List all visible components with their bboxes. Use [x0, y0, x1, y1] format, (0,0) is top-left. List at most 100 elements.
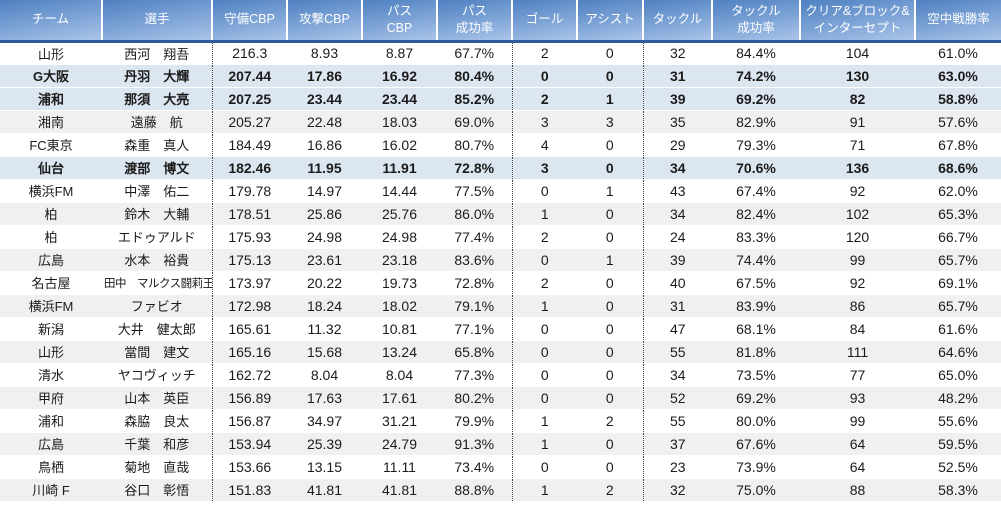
- cell-pass_rate[interactable]: 86.0%: [437, 202, 513, 226]
- cell-clear_block[interactable]: 86: [800, 294, 915, 318]
- cell-clear_block[interactable]: 64: [800, 432, 915, 456]
- cell-goals[interactable]: 1: [512, 202, 577, 226]
- cell-goals[interactable]: 3: [512, 110, 577, 134]
- cell-pass_cbp[interactable]: 17.61: [362, 386, 437, 410]
- cell-tackle_rate[interactable]: 68.1%: [712, 317, 800, 341]
- cell-assists[interactable]: 2: [577, 478, 644, 502]
- cell-aerial_rate[interactable]: 58.8%: [915, 87, 1001, 111]
- cell-pass_cbp[interactable]: 11.91: [362, 156, 437, 180]
- cell-atk_cbp[interactable]: 8.93: [287, 41, 362, 65]
- cell-goals[interactable]: 0: [512, 248, 577, 272]
- cell-atk_cbp[interactable]: 20.22: [287, 271, 362, 295]
- cell-pass_rate[interactable]: 72.8%: [437, 271, 513, 295]
- cell-tackles[interactable]: 37: [643, 432, 712, 456]
- cell-def_cbp[interactable]: 162.72: [212, 363, 287, 387]
- cell-assists[interactable]: 0: [577, 202, 644, 226]
- cell-def_cbp[interactable]: 178.51: [212, 202, 287, 226]
- cell-atk_cbp[interactable]: 23.61: [287, 248, 362, 272]
- cell-tackle_rate[interactable]: 67.5%: [712, 271, 800, 295]
- cell-clear_block[interactable]: 111: [800, 340, 915, 364]
- cell-goals[interactable]: 1: [512, 409, 577, 433]
- cell-player[interactable]: 渡部 博文: [102, 156, 213, 180]
- cell-clear_block[interactable]: 92: [800, 271, 915, 295]
- cell-player[interactable]: 大井 健太郎: [102, 317, 213, 341]
- cell-tackles[interactable]: 24: [643, 225, 712, 249]
- cell-pass_rate[interactable]: 77.5%: [437, 179, 513, 203]
- cell-assists[interactable]: 0: [577, 386, 644, 410]
- cell-pass_cbp[interactable]: 23.44: [362, 87, 437, 111]
- column-header-goals[interactable]: ゴール: [511, 0, 577, 43]
- column-header-tackle_rate[interactable]: タックル 成功率: [711, 0, 800, 43]
- cell-tackle_rate[interactable]: 69.2%: [712, 386, 800, 410]
- cell-player[interactable]: 中澤 佑二: [102, 179, 213, 203]
- column-header-player[interactable]: 選手: [101, 0, 212, 43]
- column-header-def_cbp[interactable]: 守備CBP: [211, 0, 287, 43]
- cell-atk_cbp[interactable]: 15.68: [287, 340, 362, 364]
- cell-assists[interactable]: 0: [577, 294, 644, 318]
- cell-tackles[interactable]: 29: [643, 133, 712, 157]
- cell-atk_cbp[interactable]: 11.32: [287, 317, 362, 341]
- cell-clear_block[interactable]: 102: [800, 202, 915, 226]
- column-header-pass_rate[interactable]: パス 成功率: [436, 0, 512, 43]
- cell-team[interactable]: FC東京: [0, 133, 102, 157]
- cell-assists[interactable]: 0: [577, 41, 644, 65]
- cell-team[interactable]: 横浜FM: [0, 179, 102, 203]
- cell-aerial_rate[interactable]: 61.0%: [915, 41, 1001, 65]
- cell-clear_block[interactable]: 91: [800, 110, 915, 134]
- cell-atk_cbp[interactable]: 34.97: [287, 409, 362, 433]
- cell-atk_cbp[interactable]: 23.44: [287, 87, 362, 111]
- cell-pass_rate[interactable]: 80.2%: [437, 386, 513, 410]
- cell-player[interactable]: 菊地 直哉: [102, 455, 213, 479]
- cell-goals[interactable]: 0: [512, 340, 577, 364]
- cell-clear_block[interactable]: 99: [800, 409, 915, 433]
- cell-atk_cbp[interactable]: 24.98: [287, 225, 362, 249]
- cell-aerial_rate[interactable]: 59.5%: [915, 432, 1001, 456]
- cell-def_cbp[interactable]: 182.46: [212, 156, 287, 180]
- cell-team[interactable]: 川崎 F: [0, 478, 102, 502]
- cell-player[interactable]: 遠藤 航: [102, 110, 213, 134]
- column-header-team[interactable]: チーム: [0, 0, 102, 43]
- cell-pass_rate[interactable]: 77.1%: [437, 317, 513, 341]
- cell-aerial_rate[interactable]: 65.3%: [915, 202, 1001, 226]
- cell-clear_block[interactable]: 104: [800, 41, 915, 65]
- cell-atk_cbp[interactable]: 41.81: [287, 478, 362, 502]
- cell-team[interactable]: 柏: [0, 202, 102, 226]
- cell-tackles[interactable]: 34: [643, 202, 712, 226]
- cell-tackle_rate[interactable]: 74.2%: [712, 64, 800, 88]
- cell-pass_rate[interactable]: 77.3%: [437, 363, 513, 387]
- cell-pass_cbp[interactable]: 11.11: [362, 455, 437, 479]
- cell-aerial_rate[interactable]: 65.0%: [915, 363, 1001, 387]
- cell-tackle_rate[interactable]: 74.4%: [712, 248, 800, 272]
- cell-assists[interactable]: 0: [577, 156, 644, 180]
- cell-team[interactable]: 清水: [0, 363, 102, 387]
- cell-def_cbp[interactable]: 153.66: [212, 455, 287, 479]
- cell-pass_rate[interactable]: 67.7%: [437, 41, 513, 65]
- cell-player[interactable]: エドゥアルド: [102, 225, 213, 249]
- cell-tackle_rate[interactable]: 83.9%: [712, 294, 800, 318]
- cell-tackle_rate[interactable]: 81.8%: [712, 340, 800, 364]
- cell-tackle_rate[interactable]: 69.2%: [712, 87, 800, 111]
- cell-tackle_rate[interactable]: 83.3%: [712, 225, 800, 249]
- cell-player[interactable]: ヤコヴィッチ: [102, 363, 213, 387]
- cell-pass_cbp[interactable]: 18.02: [362, 294, 437, 318]
- cell-aerial_rate[interactable]: 67.8%: [915, 133, 1001, 157]
- cell-def_cbp[interactable]: 165.16: [212, 340, 287, 364]
- cell-tackles[interactable]: 32: [643, 41, 712, 65]
- cell-assists[interactable]: 2: [577, 409, 644, 433]
- cell-player[interactable]: 那須 大亮: [102, 87, 213, 111]
- cell-team[interactable]: 柏: [0, 225, 102, 249]
- cell-clear_block[interactable]: 92: [800, 179, 915, 203]
- cell-assists[interactable]: 0: [577, 432, 644, 456]
- cell-pass_rate[interactable]: 80.7%: [437, 133, 513, 157]
- cell-atk_cbp[interactable]: 22.48: [287, 110, 362, 134]
- cell-player[interactable]: 水本 裕貴: [102, 248, 213, 272]
- cell-player[interactable]: 鈴木 大輔: [102, 202, 213, 226]
- cell-tackles[interactable]: 39: [643, 87, 712, 111]
- cell-pass_rate[interactable]: 85.2%: [437, 87, 513, 111]
- cell-atk_cbp[interactable]: 14.97: [287, 179, 362, 203]
- cell-tackles[interactable]: 31: [643, 64, 712, 88]
- cell-player[interactable]: ファビオ: [102, 294, 213, 318]
- cell-pass_rate[interactable]: 73.4%: [437, 455, 513, 479]
- cell-pass_cbp[interactable]: 24.98: [362, 225, 437, 249]
- column-header-assists[interactable]: アシスト: [576, 0, 643, 43]
